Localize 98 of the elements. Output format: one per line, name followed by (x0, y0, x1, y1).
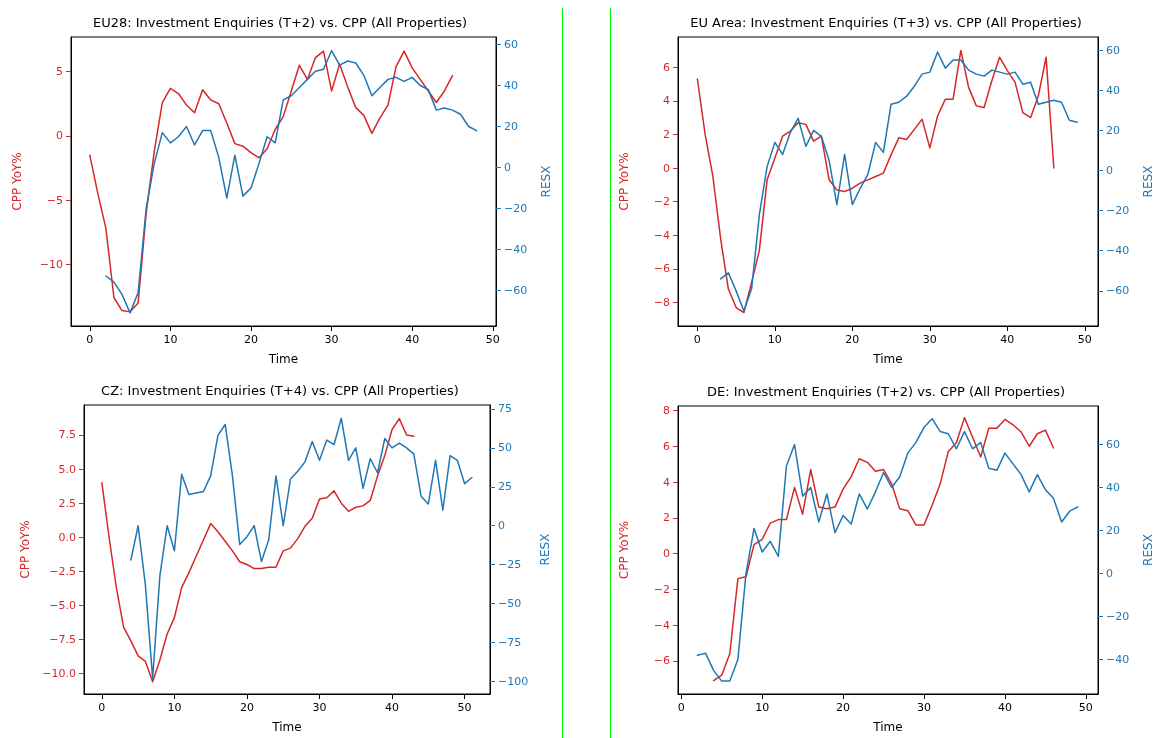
y-tick-label: −4 (653, 228, 670, 242)
y-tick-label: 6 (663, 60, 670, 74)
y-axis-title: CPP YoY% (18, 520, 33, 579)
y2-tick-label: 50 (498, 441, 512, 455)
y-tick-label: 7.5 (58, 428, 76, 442)
x-tick-label: 10 (167, 701, 182, 714)
y2-tick-label: 0 (1106, 163, 1113, 177)
y2-tick-label: 40 (504, 79, 518, 93)
y-tick-label: −10.0 (42, 667, 76, 681)
y-tick-label: −6 (653, 654, 670, 668)
x-tick-label: 40 (997, 701, 1012, 714)
y-tick-label: −6 (653, 262, 670, 276)
x-tick-label: 50 (1078, 701, 1093, 714)
y2-tick-label: 20 (1106, 524, 1120, 538)
y2-tick-label: 20 (504, 120, 518, 134)
y2-tick-label: −60 (1106, 284, 1130, 298)
y2-tick-label: 60 (1106, 438, 1120, 451)
line-series (101, 417, 415, 683)
y-tick-label: −2 (653, 195, 670, 209)
chart-title: CZ: Investment Enquiries (T+4) vs. CPP (All Properties) (101, 383, 459, 398)
x-tick-label: 10 (755, 701, 770, 714)
y2-axis-title: RESX (1141, 534, 1155, 566)
y-tick-label: −5 (46, 193, 63, 207)
y-axis-title: CPP YoY% (617, 520, 631, 580)
y2-tick-label: −50 (498, 597, 522, 611)
y2-tick-label: −75 (498, 636, 522, 650)
y-tick-label: 5 (56, 65, 63, 79)
x-tick-label: 20 (239, 701, 254, 714)
y-tick-label: −8 (653, 295, 670, 309)
y-tick-label: 0 (663, 547, 670, 561)
x-axis-title: Time (872, 352, 903, 366)
y-tick-label: −7.5 (49, 632, 76, 646)
y2-tick-label: 25 (498, 480, 512, 494)
y2-tick-label: 60 (1106, 43, 1120, 57)
y-tick-label: 2 (663, 511, 670, 525)
x-tick-label: 20 (836, 701, 851, 714)
y2-tick-label: 20 (1106, 123, 1120, 137)
y-tick-label: −2.5 (49, 564, 76, 578)
x-tick-label: 10 (767, 333, 782, 346)
y2-tick-label: 60 (504, 38, 518, 52)
y-tick-label: 0.0 (58, 530, 76, 544)
x-axis-title: Time (872, 720, 903, 734)
y2-tick-label: 0 (504, 160, 511, 174)
y2-tick-label: −25 (498, 558, 522, 572)
y-tick-label: 4 (663, 475, 670, 489)
chart-title: EU Area: Investment Enquiries (T+3) vs. CPP (All Properties) (690, 15, 1082, 30)
y-tick-label: 4 (663, 94, 670, 108)
y-tick-label: −4 (653, 618, 670, 632)
chart-title: EU28: Investment Enquiries (T+2) vs. CPP (All Properties) (92, 15, 468, 30)
x-tick-label: 20 (243, 333, 258, 346)
y2-tick-label: −40 (504, 242, 528, 256)
y2-tick-label: −100 (498, 675, 529, 689)
y2-tick-label: −60 (504, 283, 528, 297)
y2-tick-label: 40 (1106, 83, 1120, 97)
x-tick-label: 0 (86, 333, 94, 346)
y-tick-label: 0 (663, 161, 670, 175)
y2-tick-label: 0 (498, 519, 505, 533)
x-tick-label: 30 (922, 333, 937, 346)
y-tick-label: 6 (663, 439, 670, 453)
x-tick-label: 50 (1077, 333, 1092, 346)
y2-axis-title: RESX (539, 165, 553, 198)
x-tick-label: 40 (385, 701, 400, 714)
x-tick-label: 50 (457, 701, 472, 714)
y2-tick-label: 40 (1106, 481, 1120, 495)
chart-title: DE: Investment Enquiries (T+2) vs. CPP (All Properties) (706, 384, 1066, 399)
x-tick-label: 0 (677, 701, 685, 714)
x-tick-label: 0 (98, 701, 106, 714)
x-tick-label: 30 (312, 701, 327, 714)
x-tick-label: 30 (917, 701, 932, 714)
y2-tick-label: −20 (1106, 610, 1130, 624)
x-tick-label: 20 (845, 333, 860, 346)
y-tick-label: 0 (56, 129, 63, 143)
x-tick-label: 30 (324, 333, 339, 346)
x-tick-label: 50 (485, 333, 500, 346)
y2-tick-label: −20 (504, 201, 528, 215)
y-tick-label: −10 (39, 257, 63, 271)
y-tick-label: 5.0 (58, 462, 76, 476)
y2-tick-label: 75 (498, 402, 512, 416)
y2-axis-title: RESX (1141, 165, 1155, 198)
y-axis-title: CPP YoY% (10, 152, 24, 211)
x-axis-title: Time (271, 720, 302, 734)
x-axis-title: Time (267, 352, 299, 366)
y-tick-label: 2 (663, 127, 670, 141)
y2-tick-label: −40 (1106, 653, 1130, 667)
x-tick-label: 40 (405, 333, 420, 346)
y-tick-label: −5.0 (49, 598, 76, 612)
x-tick-label: 0 (693, 333, 701, 346)
y-tick-label: 8 (663, 403, 670, 417)
y2-tick-label: −20 (1106, 204, 1130, 218)
y2-tick-label: −40 (1106, 244, 1130, 258)
y-axis-title: CPP YoY% (617, 152, 631, 211)
y-tick-label: −2 (653, 582, 670, 596)
y2-tick-label: 0 (1106, 567, 1113, 581)
x-tick-label: 40 (1000, 333, 1015, 346)
x-tick-label: 10 (163, 333, 178, 346)
y2-axis-title: RESX (538, 533, 553, 566)
line-series (130, 417, 473, 680)
y-tick-label: 2.5 (58, 496, 76, 510)
